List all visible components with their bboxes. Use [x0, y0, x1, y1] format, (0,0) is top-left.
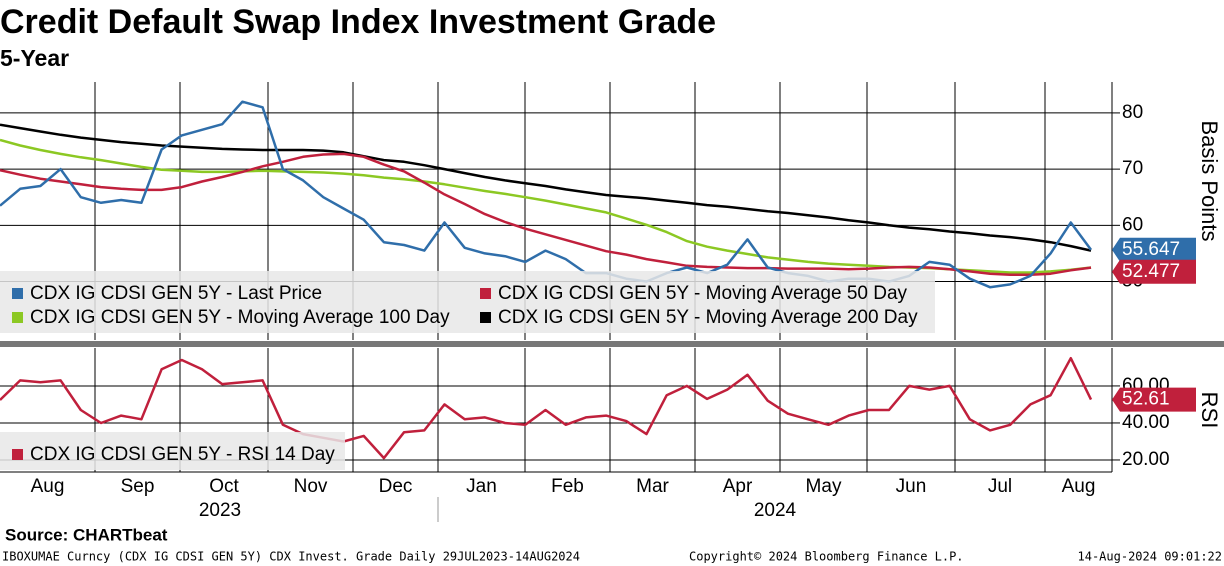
last-value-tag — [1112, 259, 1196, 284]
panel-divider — [0, 341, 1224, 347]
y-tick-label: 80 — [1122, 102, 1143, 123]
y-tick-label: 40.00 — [1122, 412, 1170, 433]
legend-label: CDX IG CDSI GEN 5Y - RSI 14 Day — [30, 444, 335, 465]
y-tick-label: 60 — [1122, 214, 1143, 235]
x-tick-label: Jul — [988, 476, 1012, 497]
y-tick-label: 70 — [1122, 158, 1143, 179]
footer-right: 14-Aug-2024 09:01:22 — [1078, 550, 1223, 564]
y-tick-label: 20.00 — [1122, 449, 1170, 470]
x-tick-label: Jun — [896, 476, 927, 497]
x-tick-label: Mar — [636, 476, 669, 497]
x-tick-label: Dec — [379, 476, 413, 497]
y-axis-title: RSI — [1197, 392, 1222, 429]
series-line — [0, 138, 1092, 274]
series-line — [0, 356, 1093, 460]
footer-left: IBOXUMAE Curncy (CDX IG CDSI GEN 5Y) CDX… — [2, 550, 580, 564]
footer-center: Copyright© 2024 Bloomberg Finance L.P. — [689, 550, 964, 564]
legend-label: CDX IG CDSI GEN 5Y - Moving Average 50 D… — [498, 283, 908, 304]
series-line — [0, 100, 1093, 289]
year-label: 2023 — [199, 500, 241, 521]
x-tick-label: May — [806, 476, 842, 497]
y-axis-title: Basis Points — [1197, 120, 1222, 241]
legend-swatch — [12, 288, 23, 299]
last-value-label: 55.647 — [1122, 239, 1180, 260]
x-tick-label: Aug — [31, 476, 65, 497]
year-label: 2024 — [754, 500, 797, 521]
legend-label: CDX IG CDSI GEN 5Y - Moving Average 100 … — [30, 307, 450, 328]
x-tick-label: Oct — [209, 476, 239, 497]
legend-label: CDX IG CDSI GEN 5Y - Moving Average 200 … — [498, 307, 918, 328]
source: Source: CHARTbeat — [5, 525, 168, 544]
legend-swatch — [12, 449, 23, 460]
x-tick-label: Sep — [121, 476, 155, 497]
last-value-tag — [1112, 237, 1196, 262]
series-line — [0, 123, 1092, 252]
chart-subtitle: 5-Year — [0, 45, 69, 71]
x-tick-label: Aug — [1062, 476, 1096, 497]
x-tick-label: Feb — [551, 476, 584, 497]
series-line — [0, 152, 1092, 277]
legend-box — [0, 432, 345, 470]
last-value-tag — [1112, 387, 1196, 412]
legend-swatch — [12, 312, 23, 323]
legend-box — [0, 271, 935, 333]
legend-label: CDX IG CDSI GEN 5Y - Last Price — [30, 283, 322, 304]
legend-swatch — [480, 312, 491, 323]
last-value-label: 52.61 — [1122, 389, 1170, 410]
x-tick-label: Nov — [294, 476, 328, 497]
legend-swatch — [480, 288, 491, 299]
chart-title: Credit Default Swap Index Investment Gra… — [0, 3, 716, 41]
x-tick-label: Apr — [723, 476, 753, 497]
x-tick-label: Jan — [466, 476, 497, 497]
last-value-label: 52.477 — [1122, 261, 1180, 282]
